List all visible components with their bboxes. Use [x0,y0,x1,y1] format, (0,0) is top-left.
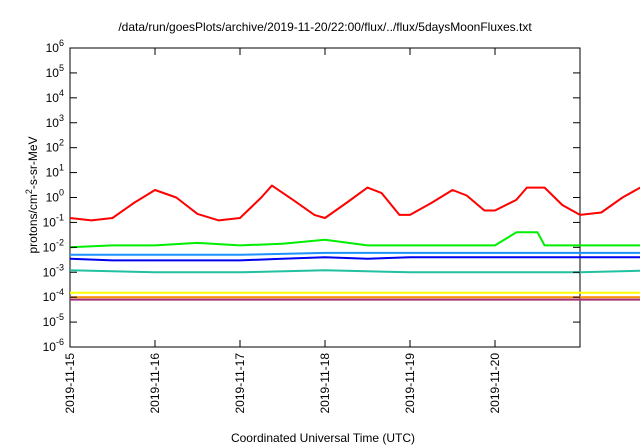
y-tick-label: 10-3 [43,262,64,279]
y-tick-label: 10-1 [43,212,64,229]
y-axis: 10-6 10-5 10-4 10-3 10-2 10-1 100 101 102 103 104 1… [43,38,580,354]
y-tick-label: 103 [46,113,64,130]
series-line [69,184,640,222]
x-axis: 2019-11-15 2019-11-16 2019-11-17 2019-11-18… [63,48,502,414]
plot-border [69,47,581,348]
y-tick-label: 106 [46,38,64,55]
x-tick-label: 2019-11-17 [233,353,247,414]
x-tick-label: 2019-11-18 [318,353,332,414]
y-tick-label: 102 [46,138,64,155]
y-tick-label: 10-2 [43,237,64,254]
series-line [70,251,640,256]
chart-title: /data/run/goesPlots/archive/2019-11-20/2… [118,20,532,34]
series-line [69,231,640,249]
series-line [69,269,640,274]
x-axis-label: Coordinated Universal Time (UTC) [231,431,415,445]
x-tick-label: 2019-11-15 [63,353,77,414]
y-tick-label: 10-5 [43,312,64,329]
x-tick-label: 2019-11-16 [148,353,162,414]
y-tick-label: 10-6 [43,337,64,354]
y-tick-label: 100 [46,188,64,205]
series-line [69,256,640,262]
y-tick-label: 104 [46,88,64,105]
series-layer [69,184,640,301]
plot-frame [69,47,581,348]
y-tick-label: 10-4 [43,287,64,304]
y-tick-label: 105 [46,63,64,80]
x-tick-label: 2019-11-19 [403,353,417,414]
x-tick-label: 2019-11-20 [488,353,502,414]
y-axis-label: protons/cm2-s-sr-MeV [24,136,40,253]
y-tick-label: 101 [46,163,64,180]
